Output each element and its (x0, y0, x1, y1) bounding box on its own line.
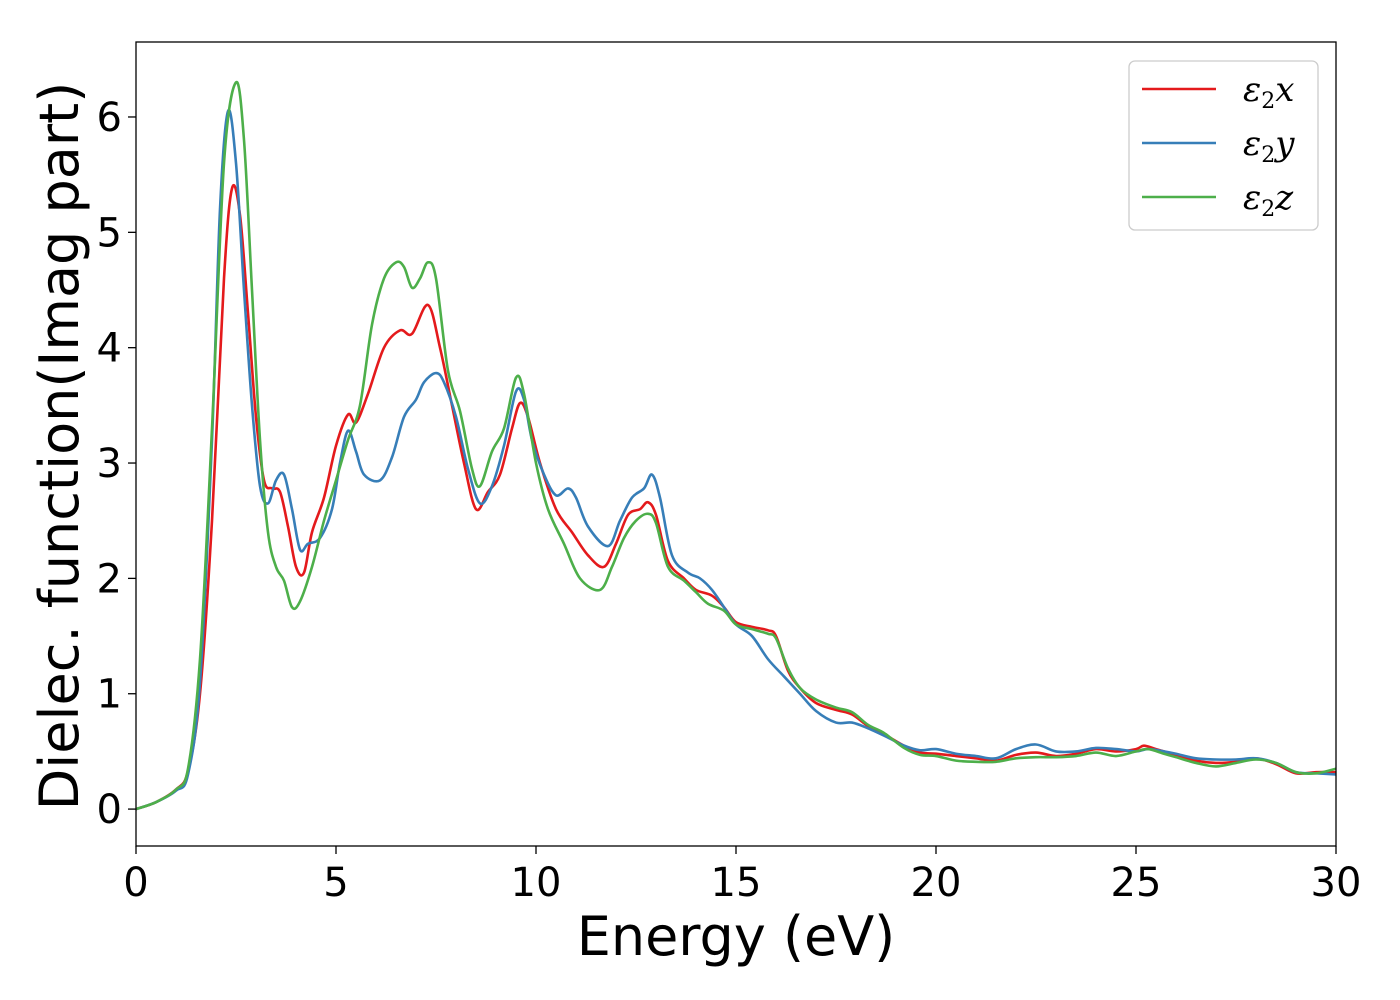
x-tick-label: 25 (1111, 860, 1162, 906)
legend-entry-x: ε2x (1243, 70, 1294, 114)
x-tick-label: 5 (323, 860, 348, 906)
x-tick-label: 0 (123, 860, 148, 906)
legend-box (1128, 60, 1319, 231)
y-tick-label: 3 (97, 441, 122, 487)
legend: ε2x ε2y ε2z (1128, 60, 1319, 231)
y-axis-label: Dielec. function(Imag part) (28, 82, 91, 811)
legend-entry-y: ε2y (1243, 124, 1295, 168)
y-tick-label: 2 (97, 556, 122, 602)
x-tick-label: 20 (911, 860, 962, 906)
series-layer (136, 80, 1336, 811)
x-tick-label: 15 (711, 860, 762, 906)
y-tick-label: 4 (97, 326, 122, 372)
x-axis-label: Energy (eV) (577, 905, 896, 968)
y-tick-label: 1 (97, 672, 122, 718)
y-tick-label: 5 (97, 210, 122, 256)
x-tick-label: 10 (511, 860, 562, 906)
y-tick-label: 6 (97, 95, 122, 141)
x-axis-ticks: 0 5 10 15 20 25 30 (123, 846, 1361, 906)
series-line-z (136, 80, 1336, 811)
y-axis-ticks: 0 1 2 3 4 5 6 (97, 95, 136, 833)
y-tick-label: 0 (97, 787, 122, 833)
series-line-y (136, 108, 1336, 811)
x-tick-label: 30 (1311, 860, 1362, 906)
legend-entry-z: ε2z (1243, 178, 1294, 222)
